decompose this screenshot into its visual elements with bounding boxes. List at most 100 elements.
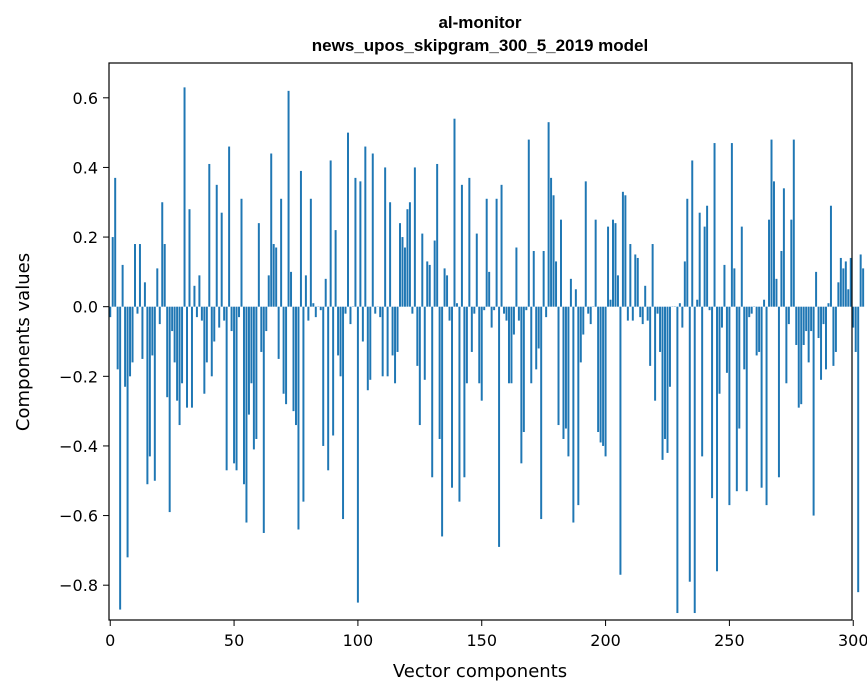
bar-117 xyxy=(399,223,401,307)
bar-67 xyxy=(275,247,278,307)
bar-292 xyxy=(832,306,835,366)
bar-266 xyxy=(768,219,771,307)
bar-212 xyxy=(634,254,637,307)
x-axis-ticks: 0 50 100 150 200 250 300 xyxy=(105,620,867,650)
bar-74 xyxy=(292,306,295,412)
bar-10 xyxy=(134,244,136,307)
bar-23 xyxy=(166,306,169,398)
bar-271 xyxy=(780,250,783,307)
bar-261 xyxy=(755,306,758,356)
bar-30 xyxy=(183,87,186,307)
bar-241 xyxy=(706,205,709,307)
bar-111 xyxy=(384,167,387,307)
bar-42 xyxy=(213,306,216,342)
plot-frame xyxy=(108,62,853,621)
bar-138 xyxy=(451,306,454,488)
bar-37 xyxy=(200,306,203,321)
bar-102 xyxy=(361,306,364,342)
bar-289 xyxy=(825,306,827,370)
bar-168 xyxy=(525,306,528,311)
bar-188 xyxy=(574,289,577,307)
bar-136 xyxy=(446,275,449,307)
bar-27 xyxy=(176,306,179,401)
bar-116 xyxy=(396,306,399,352)
bar-55 xyxy=(245,306,248,523)
bar-199 xyxy=(602,306,605,446)
bar-110 xyxy=(381,306,384,377)
bar-56 xyxy=(247,306,250,415)
bar-163 xyxy=(512,306,515,335)
bar-155 xyxy=(493,306,496,311)
bar-287 xyxy=(820,306,823,380)
bar-276 xyxy=(792,139,795,307)
bar-214 xyxy=(639,306,642,318)
bar-2 xyxy=(114,177,117,307)
bar-44 xyxy=(218,306,221,328)
bar-259 xyxy=(750,306,753,314)
bar-137 xyxy=(448,306,451,321)
bar-71 xyxy=(285,306,288,405)
bar-245 xyxy=(716,306,719,572)
x-tick-label-50: 50 xyxy=(224,631,244,650)
bar-4 xyxy=(119,306,122,610)
y-tick-label-4: 0.0 xyxy=(73,298,98,317)
bar-157 xyxy=(498,306,501,547)
bar-223 xyxy=(661,306,664,460)
y-tick-label-3: −0.2 xyxy=(59,367,98,386)
bar-79 xyxy=(304,275,307,307)
bar-209 xyxy=(626,306,629,321)
bar-213 xyxy=(636,257,639,307)
bar-5 xyxy=(121,264,124,307)
bar-33 xyxy=(190,306,193,408)
bar-130 xyxy=(431,306,434,478)
bar-298 xyxy=(847,289,850,307)
bar-297 xyxy=(844,261,847,307)
bar-255 xyxy=(740,226,743,307)
bar-58 xyxy=(252,306,255,450)
x-tick-label-300: 300 xyxy=(838,631,867,650)
bar-38 xyxy=(203,306,206,394)
bar-280 xyxy=(802,306,805,345)
bar-230 xyxy=(678,303,681,307)
bar-302 xyxy=(857,306,860,593)
bar-91 xyxy=(334,230,337,307)
bar-176 xyxy=(545,306,548,318)
bar-174 xyxy=(540,306,543,520)
bar-263 xyxy=(760,306,763,488)
bar-124 xyxy=(416,306,419,366)
bar-113 xyxy=(389,202,392,307)
bar-80 xyxy=(307,306,310,321)
bar-9 xyxy=(131,306,134,363)
bar-246 xyxy=(718,306,721,394)
bar-132 xyxy=(436,163,439,307)
bar-142 xyxy=(460,184,463,307)
bar-6 xyxy=(124,306,127,387)
bar-181 xyxy=(557,306,560,426)
bar-97 xyxy=(349,306,352,325)
bar-284 xyxy=(812,306,815,516)
bar-175 xyxy=(542,250,545,307)
bar-139 xyxy=(453,118,456,307)
bar-109 xyxy=(379,306,382,318)
bar-104 xyxy=(366,306,369,391)
bar-95 xyxy=(344,306,347,314)
bar-134 xyxy=(441,306,444,537)
bar-40 xyxy=(208,163,211,307)
bar-301 xyxy=(854,306,857,352)
bar-8 xyxy=(129,306,132,377)
bar-184 xyxy=(564,306,567,429)
bar-218 xyxy=(649,306,652,366)
bar-93 xyxy=(339,306,342,377)
bar-167 xyxy=(522,306,525,433)
bar-220 xyxy=(654,306,657,401)
bar-237 xyxy=(696,299,699,307)
bar-208 xyxy=(624,195,627,307)
bar-82 xyxy=(312,303,315,307)
bar-73 xyxy=(290,271,293,307)
bar-257 xyxy=(745,306,748,492)
bar-36 xyxy=(198,275,201,307)
bar-285 xyxy=(815,271,818,307)
bar-251 xyxy=(730,143,733,307)
bar-94 xyxy=(342,306,345,520)
bar-248 xyxy=(723,264,726,307)
